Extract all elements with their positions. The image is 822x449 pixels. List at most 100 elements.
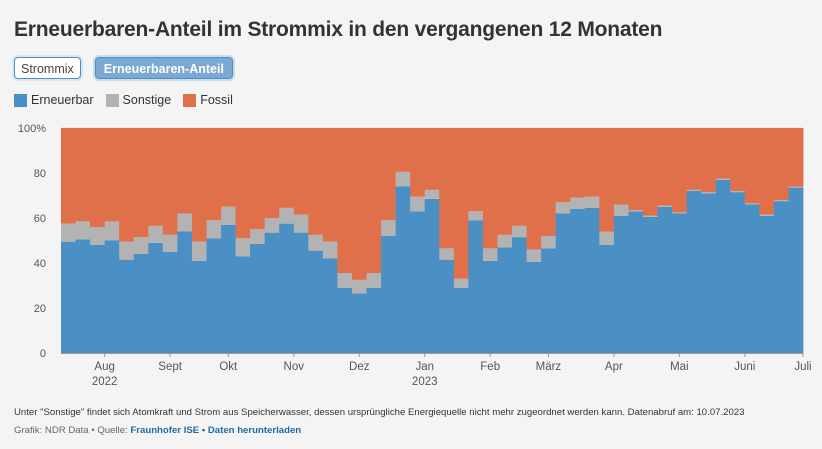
bar-erneuerbar <box>686 191 702 353</box>
bar-sonstige <box>686 189 702 191</box>
bar-sonstige <box>526 249 542 262</box>
bar-erneuerbar <box>453 287 469 353</box>
bar-erneuerbar <box>221 224 236 353</box>
bar-erneuerbar <box>584 207 600 353</box>
bar-erneuerbar <box>337 287 353 353</box>
bar-fossil <box>628 128 644 211</box>
bar-erneuerbar <box>497 247 513 353</box>
bar-sonstige <box>672 212 688 214</box>
bar-sonstige <box>453 278 469 288</box>
bar-fossil <box>221 128 236 207</box>
y-tick-label: 20 <box>34 303 46 315</box>
x-tick-year-label: 2022 <box>92 376 118 388</box>
source-link[interactable]: Fraunhofer ISE <box>130 425 200 436</box>
bar-fossil <box>613 128 629 205</box>
bar-fossil <box>410 128 426 197</box>
y-tick-label: 80 <box>34 168 46 180</box>
bar-fossil <box>264 128 280 218</box>
bar-sonstige <box>541 236 557 249</box>
bar-erneuerbar <box>133 254 149 353</box>
bar-sonstige <box>206 220 222 239</box>
legend-item-sonstige: Sonstige <box>105 93 172 107</box>
x-tick-label: Mai <box>670 361 689 373</box>
x-tick-label: Juli <box>794 361 811 373</box>
bar-sonstige <box>497 234 513 248</box>
bar-erneuerbar <box>570 209 586 353</box>
legend-label-sonstige: Sonstige <box>122 93 172 107</box>
bar-fossil <box>497 128 513 235</box>
bar-erneuerbar <box>75 239 91 353</box>
bar-sonstige <box>75 221 91 240</box>
bar-sonstige <box>468 211 484 221</box>
bar-sonstige <box>279 207 295 224</box>
bar-fossil <box>75 128 91 222</box>
bar-erneuerbar <box>599 245 615 353</box>
bar-fossil <box>250 128 266 230</box>
bar-erneuerbar <box>657 206 673 353</box>
bar-sonstige <box>599 231 615 245</box>
bar-fossil <box>279 128 295 208</box>
bar-fossil <box>439 128 455 249</box>
bar-sonstige <box>439 248 455 260</box>
bar-erneuerbar <box>541 248 557 353</box>
bar-erneuerbar <box>512 237 527 353</box>
bar-sonstige <box>250 229 266 244</box>
bar-fossil <box>162 128 178 235</box>
bar-fossil <box>730 128 746 191</box>
bar-fossil <box>177 128 193 214</box>
bar-fossil <box>322 128 338 242</box>
x-tick-label: Dez <box>349 361 370 373</box>
bar-erneuerbar <box>526 261 542 353</box>
bar-sonstige <box>410 196 426 212</box>
bar-fossil <box>541 128 557 236</box>
bar-erneuerbar <box>351 293 367 353</box>
download-link[interactable]: Daten herunterladen <box>207 425 302 436</box>
bar-erneuerbar <box>744 204 760 353</box>
bar-sonstige <box>512 225 527 238</box>
bar-fossil <box>61 128 76 224</box>
bar-sonstige <box>177 213 193 232</box>
bar-sonstige <box>191 241 207 261</box>
bar-sonstige <box>293 214 309 233</box>
bar-erneuerbar <box>61 241 76 353</box>
bar-sonstige <box>395 171 411 187</box>
bar-fossil <box>293 128 309 215</box>
bar-erneuerbar <box>250 243 266 353</box>
bar-sonstige <box>337 273 353 288</box>
x-tick-label: Okt <box>219 361 238 373</box>
bar-fossil <box>773 128 789 200</box>
y-tick-label: 0 <box>40 348 46 360</box>
bar-sonstige <box>61 223 76 242</box>
tab-erneuerbaren-anteil[interactable]: Erneuerbaren-Anteil <box>94 57 233 79</box>
bar-fossil <box>119 128 135 242</box>
bar-fossil <box>672 128 688 213</box>
bar-sonstige <box>570 197 586 209</box>
bar-erneuerbar <box>119 259 135 353</box>
bar-fossil <box>104 128 120 222</box>
bar-fossil <box>512 128 527 226</box>
bar-fossil <box>715 128 731 179</box>
x-tick-label: Apr <box>605 361 623 373</box>
bar-sonstige <box>715 178 731 180</box>
x-tick-label: Nov <box>284 361 305 373</box>
bar-sonstige <box>773 200 789 202</box>
bar-erneuerbar <box>555 213 571 353</box>
legend-swatch-erneuerbar <box>14 93 27 107</box>
bar-sonstige <box>730 191 746 193</box>
bar-erneuerbar <box>701 193 717 353</box>
bar-fossil <box>599 128 615 232</box>
bar-erneuerbar <box>773 201 789 353</box>
bar-erneuerbar <box>759 215 775 353</box>
bar-fossil <box>206 128 222 221</box>
bar-fossil <box>526 128 542 250</box>
bar-erneuerbar <box>715 179 731 353</box>
tab-strommix[interactable]: Strommix <box>14 57 81 79</box>
bar-sonstige <box>221 206 236 225</box>
bar-fossil <box>570 128 586 198</box>
bar-sonstige <box>555 202 571 214</box>
bar-sonstige <box>657 205 673 207</box>
view-tabs: Strommix Erneuerbaren-Anteil <box>14 57 233 79</box>
bar-erneuerbar <box>162 251 178 353</box>
bar-sonstige <box>351 279 367 294</box>
bar-erneuerbar <box>279 223 295 353</box>
